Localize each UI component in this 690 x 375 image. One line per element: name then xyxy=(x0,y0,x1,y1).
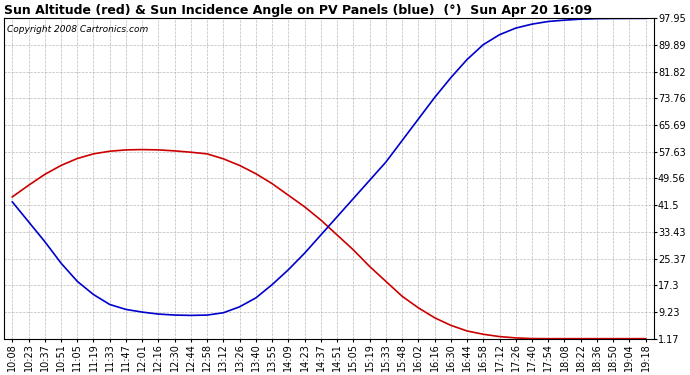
Text: Sun Altitude (red) & Sun Incidence Angle on PV Panels (blue)  (°)  Sun Apr 20 16: Sun Altitude (red) & Sun Incidence Angle… xyxy=(4,4,592,17)
Text: Copyright 2008 Cartronics.com: Copyright 2008 Cartronics.com xyxy=(8,25,148,34)
